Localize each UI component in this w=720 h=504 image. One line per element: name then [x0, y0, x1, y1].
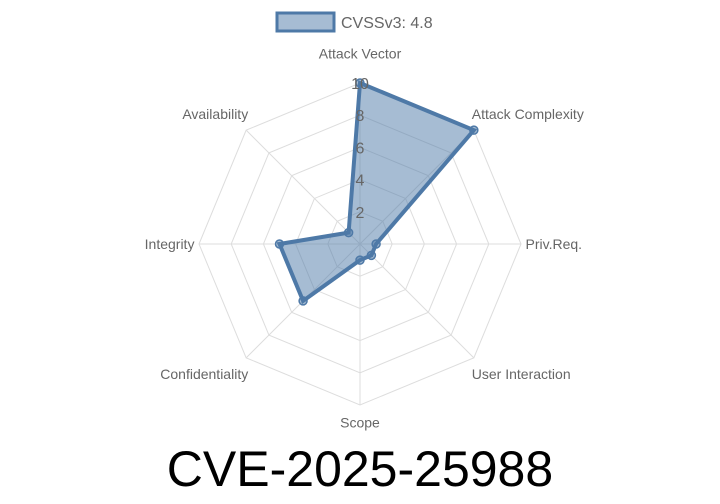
- axis-label: Confidentiality: [160, 366, 248, 382]
- data-point: [298, 296, 308, 306]
- series-area: [274, 78, 479, 306]
- grid-spoke: [359, 243, 475, 359]
- data-point: [355, 78, 365, 88]
- axis-labels: Attack Vector Attack Complexity Priv.Req. U…: [145, 45, 584, 430]
- tick-label: 10: [351, 76, 369, 93]
- data-point: [371, 239, 381, 249]
- data-point: [343, 227, 354, 238]
- grid-spoke: [245, 129, 361, 245]
- axis-label: Priv.Req.: [526, 236, 583, 252]
- tick-label: 4: [356, 173, 365, 190]
- axis-label: Scope: [340, 415, 380, 431]
- axis-label: Attack Complexity: [472, 106, 584, 122]
- legend-swatch: [275, 11, 336, 33]
- axis-label: Availability: [182, 106, 248, 122]
- legend-label: CVSSv3: 4.8: [341, 15, 433, 32]
- legend[interactable]: CVSSv3: 4.8: [275, 11, 433, 33]
- data-point: [469, 125, 479, 135]
- data-point: [355, 255, 365, 265]
- chart-title: CVE-2025-25988: [166, 441, 554, 497]
- axis-label: Integrity: [145, 236, 195, 252]
- axis-label: Attack Vector: [319, 45, 402, 61]
- axis-label: User Interaction: [472, 366, 571, 382]
- tick-label: 8: [356, 108, 365, 125]
- data-point: [274, 239, 285, 249]
- tick-label: 6: [356, 140, 365, 157]
- tick-label: 2: [356, 205, 365, 222]
- tick-labels: 2 4 6 8 10: [351, 76, 369, 222]
- data-point: [366, 250, 377, 261]
